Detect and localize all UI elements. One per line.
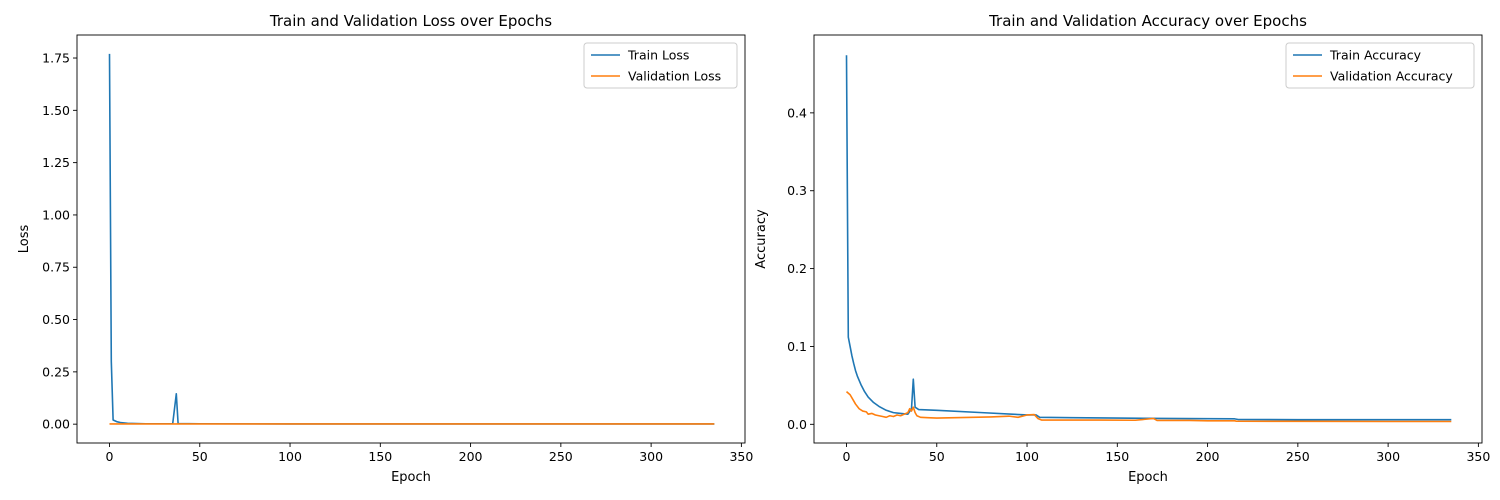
- loss-y-tick-label: 1.50: [42, 103, 70, 118]
- accuracy-x-tick-label: 250: [1286, 449, 1310, 464]
- accuracy-plot-frame: [813, 34, 1483, 444]
- loss-x-tick-label: 350: [729, 449, 753, 464]
- loss-y-tick-label: 0.00: [42, 417, 70, 432]
- loss-x-axis-label: Epoch: [391, 470, 431, 485]
- loss-x-tick-label: 100: [278, 449, 302, 464]
- loss-x-tick-label: 300: [639, 449, 663, 464]
- loss-y-tick-label: 0.75: [42, 260, 70, 275]
- accuracy-legend-train-label: Train Accuracy: [1329, 48, 1422, 63]
- loss-x-tick-label: 200: [459, 449, 483, 464]
- accuracy-y-tick-label: 0.4: [787, 105, 807, 120]
- accuracy-series-train-line: [845, 55, 1452, 421]
- loss-y-tick-label: 1.25: [42, 155, 70, 170]
- accuracy-y-tick-label: 0.3: [787, 183, 807, 198]
- accuracy-y-axis-label: Accuracy: [754, 209, 769, 269]
- accuracy-x-axis-label: Epoch: [1128, 470, 1168, 485]
- loss-y-tick-label: 0.50: [42, 312, 70, 327]
- accuracy-x-tick-label: 350: [1466, 449, 1490, 464]
- accuracy-x-tick-label: 50: [929, 449, 945, 464]
- loss-chart: Train and Validation Loss over Epochs 0 50…: [17, 12, 753, 485]
- loss-legend-validation-label: Validation Loss: [628, 69, 721, 84]
- loss-x-tick-label: 250: [549, 449, 573, 464]
- accuracy-chart: Train and Validation Accuracy over Epoch…: [754, 12, 1490, 485]
- loss-y-axis-label: Loss: [17, 225, 32, 254]
- accuracy-legend-box: [1285, 42, 1475, 89]
- accuracy-y-tick-label: 0.2: [787, 261, 807, 276]
- loss-y-tick-label: 1.00: [42, 207, 70, 222]
- loss-x-tick-label: 0: [106, 449, 114, 464]
- loss-x-tick-label: 50: [192, 449, 208, 464]
- loss-legend-box: [583, 42, 738, 89]
- loss-plot-frame: [76, 34, 746, 444]
- accuracy-x-tick-label: 200: [1196, 449, 1220, 464]
- accuracy-x-tick-label: 150: [1105, 449, 1129, 464]
- loss-y-tick-label: 1.75: [42, 51, 70, 66]
- accuracy-legend-validation-label: Validation Accuracy: [1330, 69, 1453, 84]
- accuracy-y-tick-label: 0.1: [787, 339, 807, 354]
- accuracy-x-tick-label: 0: [843, 449, 851, 464]
- accuracy-x-tick-label: 300: [1376, 449, 1400, 464]
- loss-y-tick-label: 0.25: [42, 364, 70, 379]
- accuracy-x-tick-label: 100: [1015, 449, 1039, 464]
- loss-chart-title: Train and Validation Loss over Epochs: [269, 12, 552, 30]
- accuracy-chart-title: Train and Validation Accuracy over Epoch…: [988, 12, 1307, 30]
- accuracy-y-tick-label: 0.0: [787, 417, 807, 432]
- accuracy-series-validation-line: [845, 391, 1452, 423]
- loss-x-tick-label: 150: [368, 449, 392, 464]
- loss-legend-train-label: Train Loss: [627, 48, 689, 63]
